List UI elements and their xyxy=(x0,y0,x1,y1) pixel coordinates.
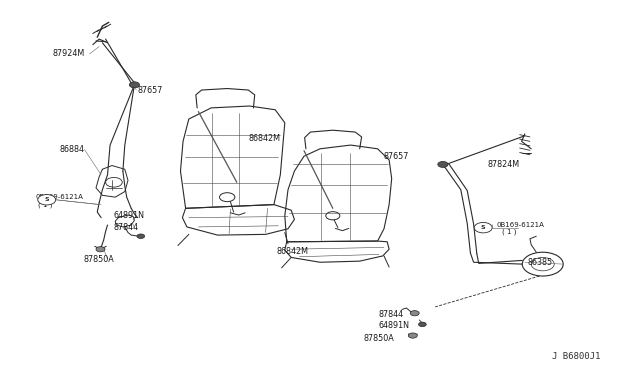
Text: J B6800J1: J B6800J1 xyxy=(552,352,600,361)
Circle shape xyxy=(410,311,419,316)
Text: 87657: 87657 xyxy=(384,153,410,161)
Circle shape xyxy=(129,82,140,88)
Text: 87824M: 87824M xyxy=(488,160,520,169)
Circle shape xyxy=(38,195,56,205)
Text: 87844: 87844 xyxy=(114,223,139,232)
Circle shape xyxy=(220,193,235,202)
Circle shape xyxy=(408,333,417,338)
Text: S: S xyxy=(44,197,49,202)
Circle shape xyxy=(326,212,340,220)
Circle shape xyxy=(474,222,492,233)
Text: 86884: 86884 xyxy=(60,145,84,154)
Text: 87850A: 87850A xyxy=(364,334,394,343)
Text: ( 1 ): ( 1 ) xyxy=(38,201,53,208)
Circle shape xyxy=(96,247,105,252)
Circle shape xyxy=(438,161,448,167)
Text: 0B169-6121A: 0B169-6121A xyxy=(497,222,545,228)
Text: 86842M: 86842M xyxy=(248,134,280,143)
Text: 87844: 87844 xyxy=(379,310,404,319)
Text: 87924M: 87924M xyxy=(52,49,84,58)
Text: ( 1 ): ( 1 ) xyxy=(502,229,516,235)
Text: 87657: 87657 xyxy=(138,86,163,94)
Circle shape xyxy=(419,322,426,327)
Circle shape xyxy=(106,177,122,187)
Text: 64891N: 64891N xyxy=(114,211,145,220)
Text: S: S xyxy=(481,225,486,230)
Circle shape xyxy=(522,252,563,276)
Text: 86842M: 86842M xyxy=(276,247,308,256)
Text: 87850A: 87850A xyxy=(83,255,114,264)
Text: 86385: 86385 xyxy=(528,258,553,267)
Circle shape xyxy=(531,257,554,271)
Circle shape xyxy=(137,234,145,238)
Text: 0B169-6121A: 0B169-6121A xyxy=(35,194,83,200)
Text: 64891N: 64891N xyxy=(379,321,410,330)
